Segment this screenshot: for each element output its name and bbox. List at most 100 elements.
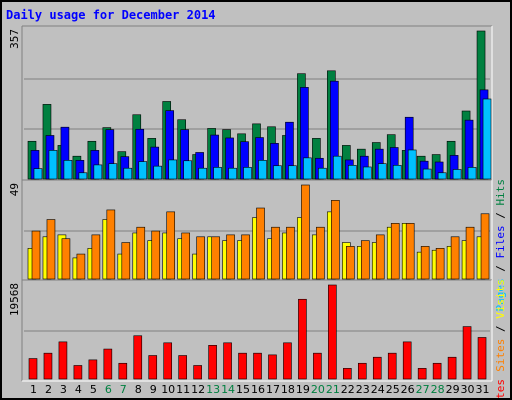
- day-label-3: 3: [60, 383, 67, 396]
- bar-pages-day-7: [123, 167, 133, 180]
- bar-kbytes-day-4: [73, 365, 83, 380]
- bar-kbytes-day-3: [58, 341, 68, 380]
- bar-kbytes-day-17: [268, 354, 277, 380]
- series-legend: KBytes: [494, 379, 507, 398]
- day-label-9: 9: [150, 383, 157, 396]
- bar-kbytes-day-16: [253, 352, 262, 380]
- bar-pages-day-15: [243, 167, 252, 180]
- bar-kbytes-day-6: [103, 348, 113, 380]
- bar-pages-day-26: [407, 149, 417, 180]
- bar-kbytes-day-10: [163, 342, 173, 380]
- bar-kbytes-day-8: [133, 335, 143, 380]
- day-label-26: 26: [401, 383, 415, 396]
- bar-sites-day-26: [405, 223, 415, 280]
- day-label-17: 17: [266, 383, 280, 396]
- bar-sites-day-19: [301, 184, 310, 280]
- day-label-21: 21: [326, 383, 340, 396]
- bar-pages-day-27: [422, 168, 432, 180]
- bar-sites-day-3: [61, 238, 71, 280]
- bar-kbytes-day-1: [28, 358, 38, 380]
- bar-sites-day-12: [196, 236, 205, 280]
- day-label-18: 18: [281, 383, 295, 396]
- bar-sites-day-16: [256, 207, 265, 280]
- bar-kbytes-day-21: [328, 284, 337, 380]
- bar-sites-day-6: [106, 209, 116, 280]
- series-legend: Pages / Files / Hits: [494, 179, 507, 312]
- bar-pages-day-9: [153, 165, 163, 180]
- bar-sites-day-17: [271, 226, 280, 280]
- day-label-12: 12: [191, 383, 205, 396]
- bar-sites-day-10: [166, 211, 176, 280]
- day-label-30: 30: [461, 383, 475, 396]
- bar-sites-day-11: [181, 232, 190, 280]
- panel-visits-sites: 49 Sites / Visits: [8, 179, 507, 372]
- bar-pages-day-4: [78, 172, 88, 180]
- day-label-4: 4: [75, 383, 82, 396]
- bar-kbytes-day-23: [357, 362, 367, 380]
- day-label-11: 11: [176, 383, 190, 396]
- bar-pages-day-25: [392, 165, 402, 180]
- bar-pages-day-24: [377, 163, 387, 180]
- bar-pages-day-28: [437, 172, 447, 180]
- panel-hits-files-pages: 357 Pages / Files / Hits: [8, 25, 507, 312]
- bar-sites-day-1: [31, 230, 41, 280]
- bar-pages-day-19: [303, 157, 312, 180]
- bar-sites-day-9: [151, 230, 161, 280]
- bar-sites-day-8: [136, 226, 146, 280]
- bar-sites-day-29: [450, 236, 460, 280]
- day-labels: 1 2 3 4 5 6 7 8 9 10 11 12 13 14 15 16 17 18 19 20 21 22 23 24 2…: [30, 383, 490, 396]
- day-label-16: 16: [251, 383, 265, 396]
- bar-sites-day-5: [91, 234, 101, 280]
- bar-kbytes-day-31: [477, 337, 487, 380]
- bar-sites-day-15: [241, 234, 250, 280]
- bar-sites-day-21: [331, 200, 340, 280]
- bar-pages-day-20: [318, 167, 327, 180]
- bar-sites-day-27: [420, 246, 430, 280]
- bar-kbytes-day-24: [372, 356, 382, 380]
- day-label-10: 10: [161, 383, 175, 396]
- day-label-19: 19: [296, 383, 310, 396]
- bar-pages-day-30: [467, 167, 477, 180]
- bar-pages-day-6: [108, 163, 118, 180]
- bar-pages-day-23: [362, 166, 372, 180]
- bar-kbytes-day-15: [238, 352, 247, 380]
- bar-pages-day-31: [482, 98, 492, 180]
- bar-pages-day-2: [48, 150, 58, 180]
- day-label-13: 13: [206, 383, 220, 396]
- bar-kbytes-day-7: [118, 362, 128, 380]
- bar-sites-day-20: [316, 226, 325, 280]
- bar-pages-day-10: [168, 159, 178, 180]
- day-label-20: 20: [311, 383, 325, 396]
- bar-pages-day-8: [138, 161, 148, 180]
- bar-pages-day-13: [213, 167, 222, 180]
- y-max-label: 19568: [8, 283, 21, 316]
- bar-kbytes-day-5: [88, 359, 98, 380]
- bar-kbytes-day-28: [432, 362, 442, 380]
- bar-pages-day-21: [333, 155, 342, 180]
- day-label-8: 8: [135, 383, 142, 396]
- bar-pages-day-16: [258, 160, 267, 180]
- day-label-31: 31: [476, 383, 490, 396]
- bar-sites-day-25: [390, 223, 400, 280]
- bar-sites-day-18: [286, 226, 295, 280]
- bar-pages-day-11: [183, 160, 192, 180]
- bar-sites-day-30: [465, 226, 475, 280]
- bar-pages-day-5: [93, 164, 103, 180]
- day-label-15: 15: [236, 383, 250, 396]
- day-label-22: 22: [341, 383, 355, 396]
- panel-kbytes: 19568 KBytes: [8, 279, 507, 398]
- bar-sites-day-2: [46, 219, 56, 280]
- bar-kbytes-day-9: [148, 355, 158, 380]
- bar-kbytes-day-14: [223, 342, 232, 380]
- bar-pages-day-22: [348, 165, 357, 180]
- day-label-24: 24: [371, 383, 385, 396]
- bar-pages-day-3: [63, 160, 73, 180]
- bar-sites-day-28: [435, 248, 445, 280]
- bar-sites-day-22: [346, 246, 355, 280]
- bar-kbytes-day-30: [462, 326, 472, 380]
- bar-sites-day-24: [375, 234, 385, 280]
- bar-sites-day-4: [76, 253, 86, 280]
- bar-pages-day-17: [273, 165, 282, 180]
